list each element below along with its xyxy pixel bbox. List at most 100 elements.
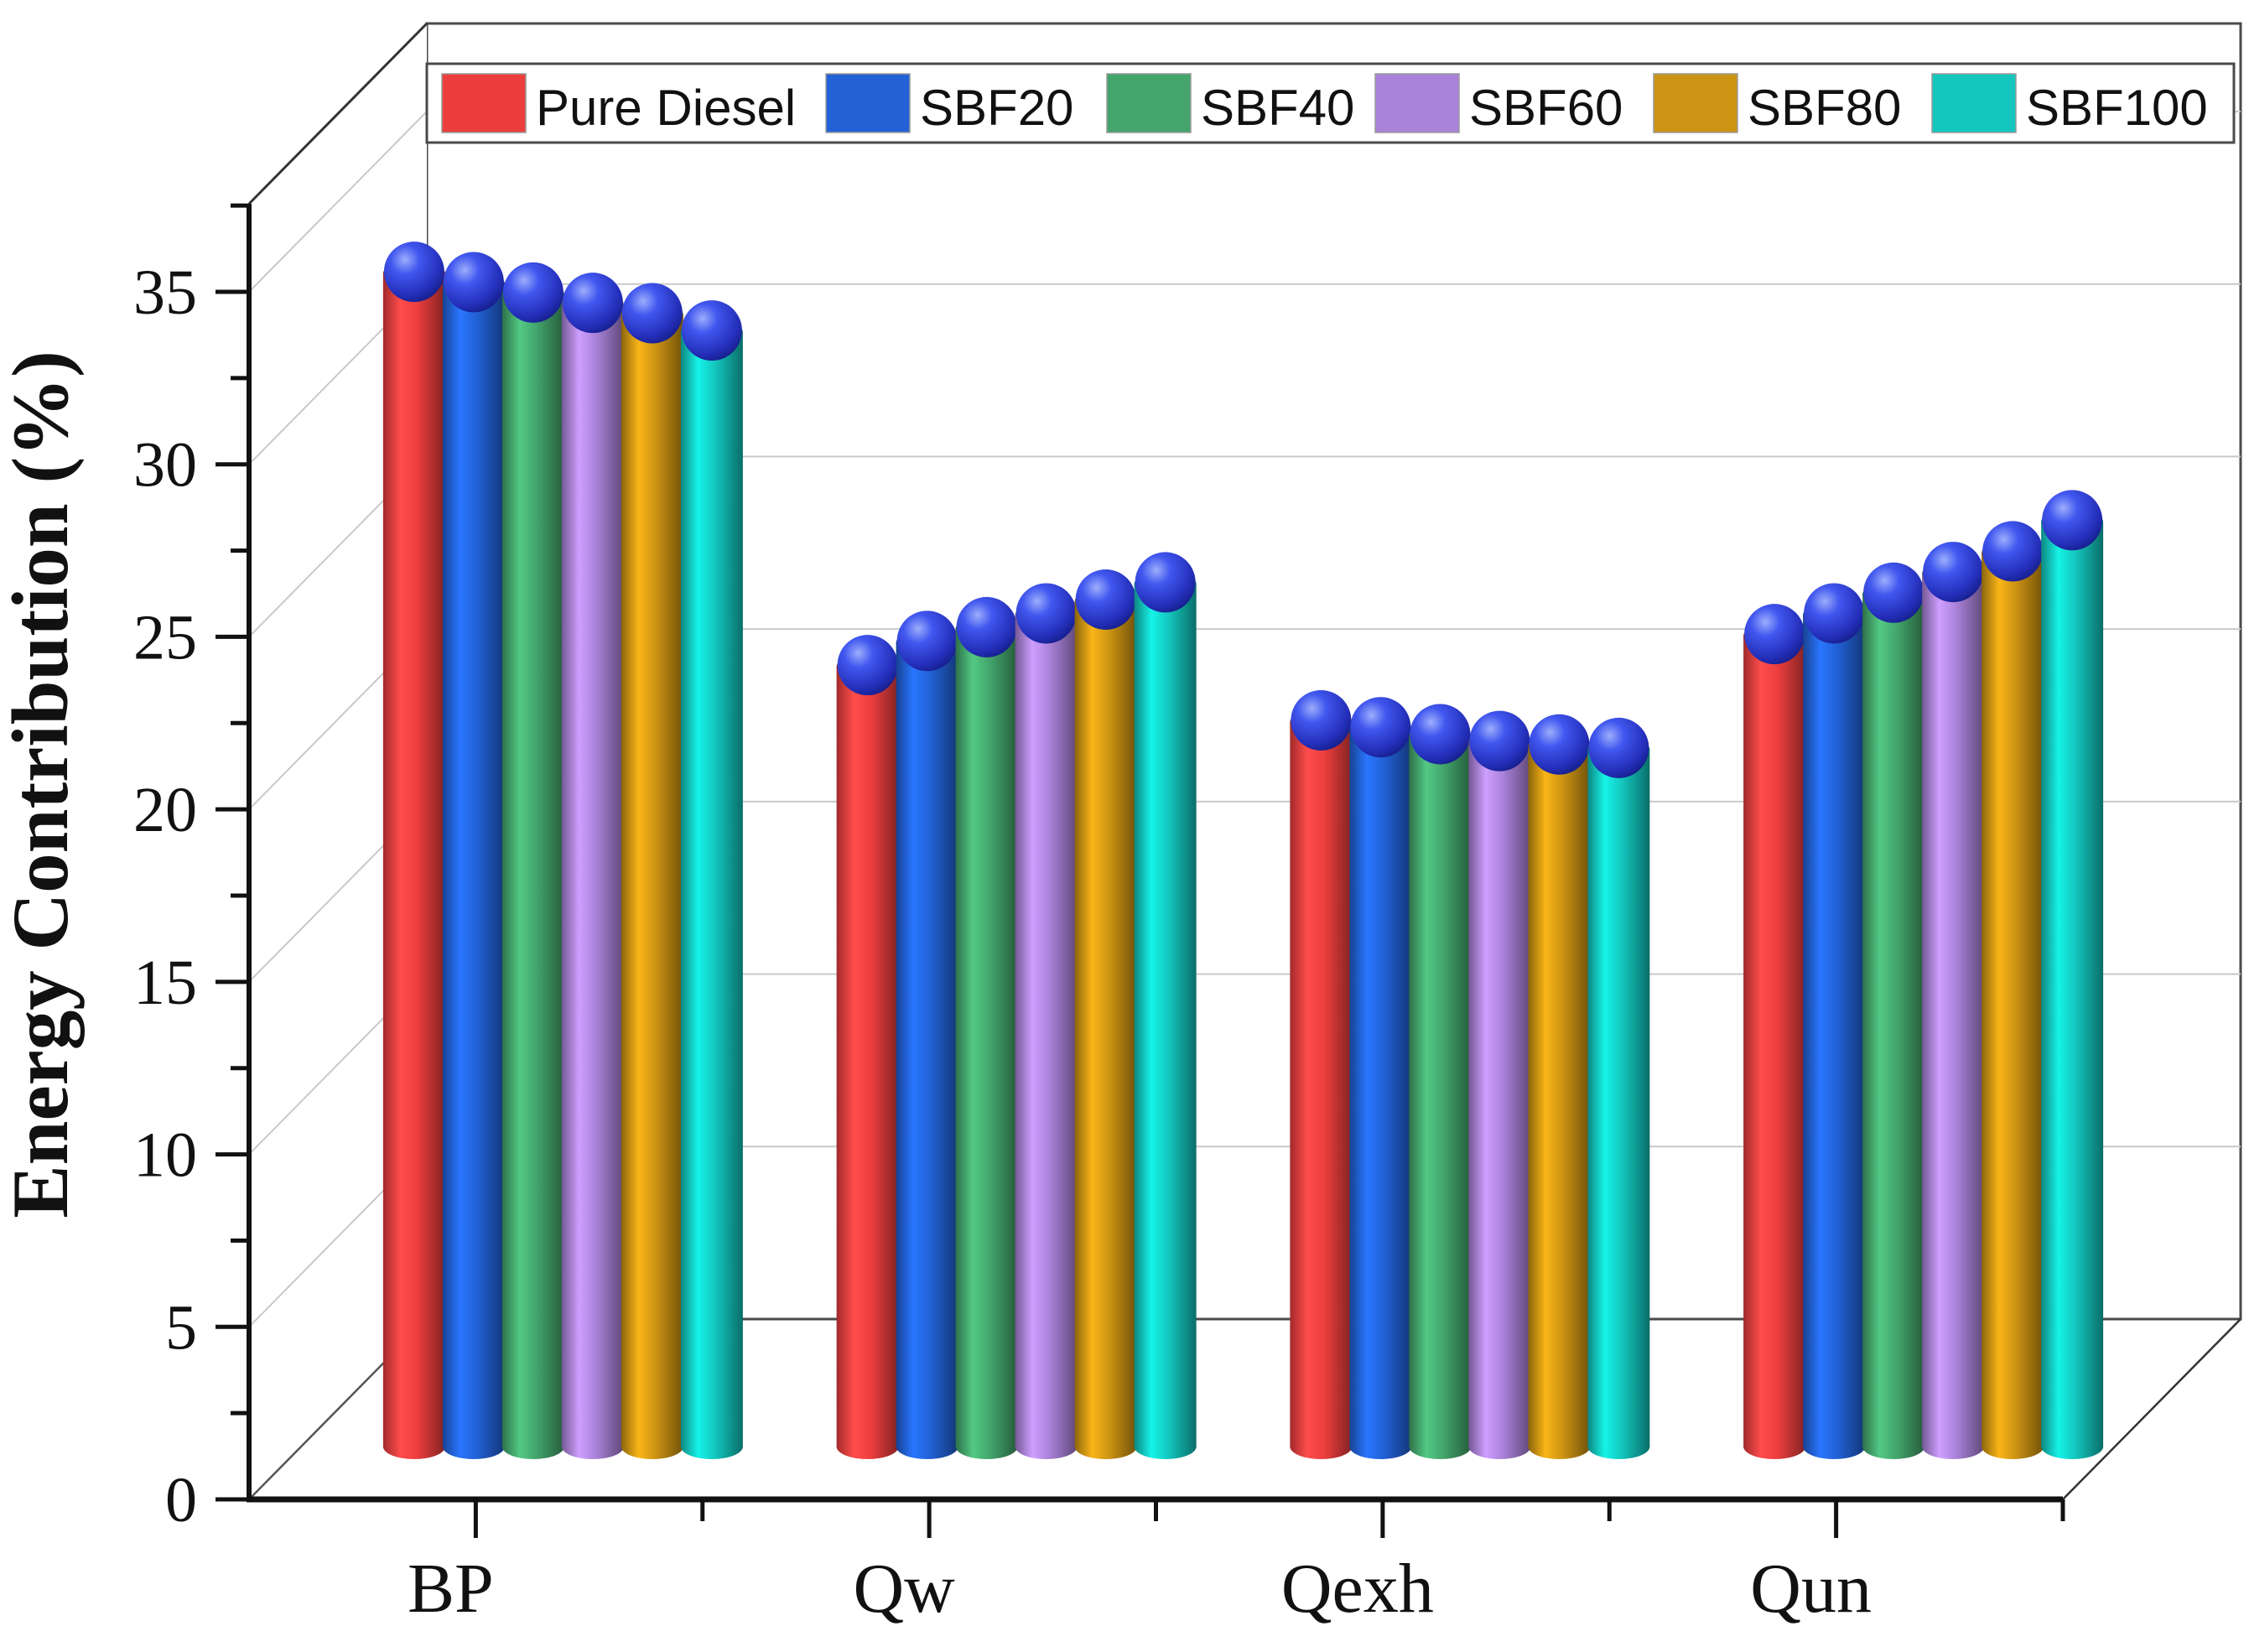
sphere-marker	[562, 273, 623, 334]
cylinder-body	[1468, 742, 1531, 1447]
cylinder-body	[1015, 615, 1078, 1447]
cylinder-body	[1290, 721, 1353, 1447]
sphere-marker	[1744, 604, 1805, 665]
legend-swatch-SBF80	[1653, 73, 1738, 133]
cylinder-SBF80-BP: SBF80 · BP: 32.8%	[621, 283, 683, 1459]
y-axis-title: Energy Contribution (%)	[0, 351, 85, 1218]
legend-swatch-SBF20	[825, 73, 911, 133]
y-tick-label-30: 30	[133, 430, 197, 501]
left-wall	[249, 23, 427, 1499]
sphere-marker	[1863, 562, 1924, 623]
bar-group-Qun: Pure Diesel · Qun: 23.5%SBF20 · Qun: 24.…	[1743, 490, 2104, 1459]
sphere-marker	[2042, 490, 2103, 551]
sphere-marker	[1804, 583, 1865, 644]
cylinder-body	[1587, 749, 1650, 1447]
cylinder-Pure Diesel-Qw: Pure Diesel · Qw: 22.6%	[836, 635, 899, 1459]
y-tick-label-5: 5	[165, 1292, 197, 1363]
legend-label-SBF100: SBF100	[2026, 80, 2208, 136]
cylinder-SBF40-Qexh: SBF40 · Qexh: 20.6%	[1409, 704, 1472, 1459]
legend-swatch-SBF100	[1931, 73, 2017, 133]
sphere-marker	[1350, 697, 1411, 758]
sphere-marker	[896, 610, 958, 672]
axes	[216, 203, 2065, 1538]
cylinder-SBF20-Qw: SBF20 · Qw: 23.3%	[896, 610, 958, 1459]
cylinder-SBF40-Qun: SBF40 · Qun: 24.7%	[1862, 562, 1925, 1459]
sphere-marker	[1923, 542, 1984, 603]
legend-item-Pure Diesel: Pure Diesel	[441, 73, 796, 136]
cylinder-SBF60-Qw: SBF60 · Qw: 24.1%	[1015, 583, 1078, 1459]
cylinder-body	[1409, 735, 1472, 1447]
sphere-marker	[837, 635, 898, 696]
y-tick-label-10: 10	[133, 1120, 197, 1191]
legend-item-SBF80: SBF80	[1653, 73, 1901, 136]
sphere-marker	[1075, 569, 1136, 630]
cylinder-body	[1528, 745, 1591, 1447]
cylinder-SBF80-Qun: SBF80 · Qun: 25.9%	[1982, 521, 2044, 1459]
cylinder-SBF80-Qw: SBF80 · Qw: 24.5%	[1074, 569, 1137, 1459]
cylinder-body	[1074, 600, 1137, 1447]
sphere-marker	[1469, 710, 1530, 771]
sphere-marker	[1588, 717, 1649, 778]
sphere-marker	[1982, 521, 2044, 582]
legend-swatch-Pure Diesel	[441, 73, 527, 133]
cylinder-body	[382, 273, 445, 1447]
sphere-marker	[621, 283, 683, 344]
legend-label-Pure Diesel: Pure Diesel	[536, 80, 796, 136]
legend-item-SBF100: SBF100	[1931, 73, 2208, 136]
x-category-label-Qexh: Qexh	[1281, 1550, 1434, 1628]
legend-label-SBF20: SBF20	[920, 80, 1073, 136]
floor-right-edge	[2062, 1318, 2241, 1500]
cylinder-body	[501, 294, 564, 1447]
legend-item-SBF40: SBF40	[1106, 73, 1354, 136]
cylinder-SBF100-BP: SBF100 · BP: 32.3%	[680, 300, 743, 1459]
bars: Pure Diesel · BP: 34%SBF20 · BP: 33.7%SB…	[382, 242, 2104, 1459]
axis-labels: 0 5 10 15 20 25 30 35 BP Qw Qexh Qun Energy Contribu…	[0, 257, 1872, 1628]
y-tick-label-35: 35	[133, 257, 197, 328]
x-category-label-BP: BP	[408, 1550, 494, 1628]
bar-group-Qw: Pure Diesel · Qw: 22.6%SBF20 · Qw: 23.3%…	[836, 552, 1197, 1459]
cylinder-SBF60-Qexh: SBF60 · Qexh: 20.4%	[1468, 710, 1531, 1459]
sphere-marker	[1291, 689, 1352, 751]
x-category-label-Qw: Qw	[853, 1550, 955, 1628]
cylinder-body	[1743, 636, 1806, 1447]
cylinder-body	[561, 304, 624, 1447]
legend-item-SBF20: SBF20	[825, 73, 1073, 136]
bar-group-Qexh: Pure Diesel · Qexh: 21%SBF20 · Qexh: 20.…	[1290, 689, 1650, 1459]
cylinder-SBF80-Qexh: SBF80 · Qexh: 20.3%	[1528, 714, 1591, 1459]
cylinder-SBF100-Qw: SBF100 · Qw: 25%	[1134, 552, 1197, 1459]
cylinder-body	[1349, 729, 1412, 1447]
legend-swatch-SBF40	[1106, 73, 1192, 133]
bar-group-BP: Pure Diesel · BP: 34%SBF20 · BP: 33.7%SB…	[382, 242, 743, 1459]
cylinder-SBF60-Qun: SBF60 · Qun: 25.3%	[1922, 542, 1985, 1459]
cylinder-body	[1922, 574, 1985, 1447]
cylinder-body	[1862, 594, 1925, 1447]
cylinder-Pure Diesel-Qun: Pure Diesel · Qun: 23.5%	[1743, 604, 1806, 1459]
cylinder-body	[896, 642, 958, 1447]
x-category-label-Qun: Qun	[1750, 1550, 1872, 1628]
cylinder-SBF20-Qexh: SBF20 · Qexh: 20.8%	[1349, 697, 1412, 1459]
cylinder-body	[621, 314, 683, 1447]
cylinder-body	[955, 628, 1018, 1447]
cylinder-SBF100-Qun: SBF100 · Qun: 26.8%	[2041, 490, 2104, 1459]
cylinder-SBF40-BP: SBF40 · BP: 33.4%	[501, 262, 564, 1459]
cylinder-SBF20-Qun: SBF20 · Qun: 24.1%	[1803, 583, 1866, 1459]
legend-item-SBF60: SBF60	[1374, 73, 1623, 136]
cylinder-Pure Diesel-Qexh: Pure Diesel · Qexh: 21%	[1290, 689, 1353, 1459]
cylinder-body	[1134, 584, 1197, 1447]
sphere-marker	[1015, 583, 1077, 644]
cylinder-SBF40-Qw: SBF40 · Qw: 23.7%	[955, 596, 1018, 1459]
sphere-marker	[443, 252, 504, 313]
sphere-marker	[1135, 552, 1196, 613]
sphere-marker	[956, 596, 1017, 657]
legend-label-SBF60: SBF60	[1469, 80, 1623, 136]
sphere-marker	[383, 242, 444, 303]
cylinder-body	[680, 332, 743, 1447]
sphere-marker	[681, 300, 742, 361]
cylinder-SBF60-BP: SBF60 · BP: 33.1%	[561, 273, 624, 1459]
cylinder-SBF100-Qexh: SBF100 · Qexh: 20.2%	[1587, 717, 1650, 1459]
legend: Pure Diesel SBF20 SBF40 SBF60 SBF80 SBF100	[425, 62, 2236, 144]
cylinder-body	[1803, 615, 1866, 1447]
y-tick-label-0: 0	[165, 1465, 197, 1535]
